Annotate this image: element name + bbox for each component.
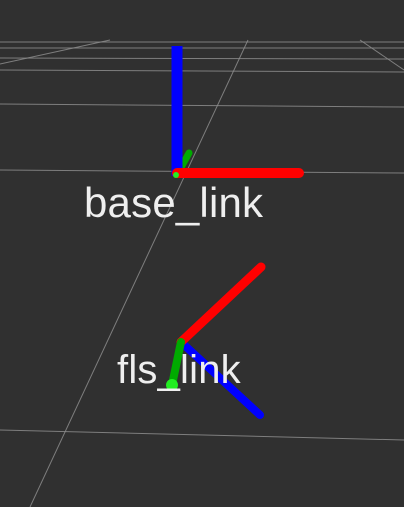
grid-line xyxy=(0,429,404,441)
fls-link-axes xyxy=(166,262,266,419)
frame-label-base-link: base_link xyxy=(84,179,264,226)
fls-link-y-axis xyxy=(168,338,185,389)
grid-line xyxy=(0,57,404,60)
grid-line xyxy=(29,39,249,507)
frame-label-fls-link: fls_link xyxy=(117,348,241,392)
grid-line xyxy=(0,103,404,108)
fls-link-z-axis xyxy=(177,338,264,419)
base-link-origin xyxy=(173,172,179,178)
grid-line xyxy=(359,39,404,71)
grid-line xyxy=(0,69,404,73)
base-link-axes xyxy=(171,46,304,178)
fls-link-x-axis xyxy=(176,262,266,347)
fls-link-origin xyxy=(166,379,178,391)
grid-line xyxy=(0,39,111,65)
